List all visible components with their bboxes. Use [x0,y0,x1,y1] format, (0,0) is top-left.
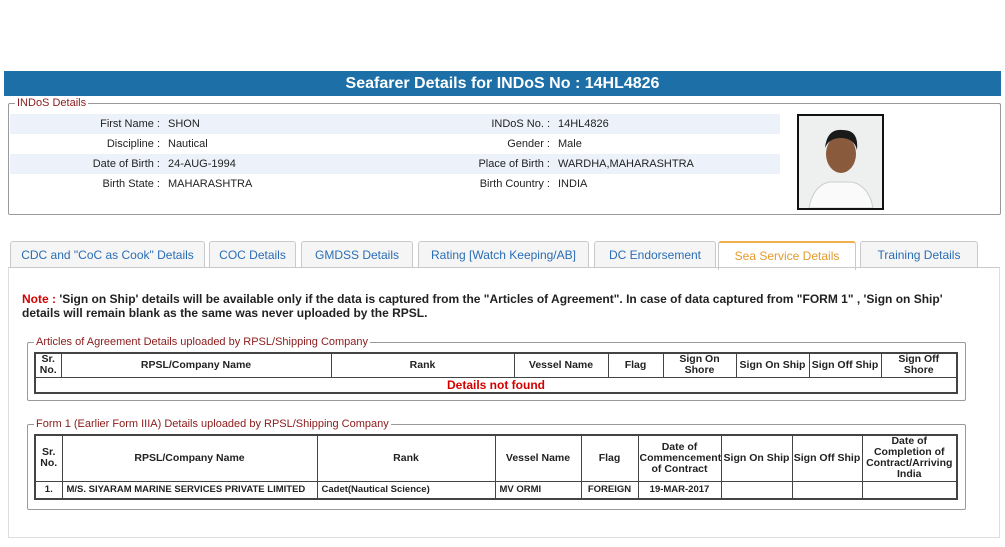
column-header: Sign On Shore [662,352,737,378]
info-row: Discipline : Nautical Gender : Male [10,134,780,154]
tab[interactable]: DC Endorsement [594,241,716,268]
info-row: Birth State : MAHARASHTRA Birth Country : I… [10,174,780,194]
field-value: MAHARASHTRA [168,178,253,190]
photo-placeholder [799,116,882,208]
column-header: Sign Off Ship [808,352,882,378]
articles-fieldset: Articles of Agreement Details uploaded b… [27,335,966,401]
tab[interactable]: COC Details [209,241,296,268]
articles-table: Sr. No. RPSL/Company Name Rank Vessel Name F… [34,352,958,394]
column-header: Date of Completion of Contract/Arriving … [861,434,958,482]
tab[interactable]: Sea Service Details [718,241,856,270]
field-value: Nautical [168,138,208,150]
form1-fieldset: Form 1 (Earlier Form IIIA) Details uploa… [27,417,966,510]
field-label: INDoS No. : [491,118,550,130]
field-value: INDIA [558,178,588,190]
column-header: Sign Off Shore [880,352,958,378]
tab[interactable]: GMDSS Details [301,241,413,268]
info-row: First Name : SHON INDoS No. : 14HL4826 [10,114,780,134]
legend: Articles of Agreement Details uploaded b… [34,335,371,349]
cell [861,480,958,500]
field-value: SHON [168,118,200,130]
field-value: 14HL4826 [558,118,609,130]
data-row: 1. M/S. SIYARAM MARINE SERVICES PRIVATE L… [34,480,958,500]
form1-table: Sr. No. RPSL/Company Name Rank Vessel Name F… [34,434,958,500]
indos-fieldset: INDoS Details [8,96,1001,215]
header-row: Sr. No. RPSL/Company Name Rank Vessel Name F… [34,352,958,378]
column-header: Date of Commencement of Contract [637,434,722,482]
note: Note : 'Sign on Ship' details will be av… [22,292,972,320]
column-header: Sr. No. [34,352,62,378]
field-label: Place of Birth : [478,158,550,170]
field-label: Birth Country : [479,178,550,190]
header-row: Sr. No. RPSL/Company Name Rank Vessel Name F… [34,434,958,482]
field-value: 24-AUG-1994 [168,158,236,170]
photo [797,114,884,210]
tab[interactable]: Rating [Watch Keeping/AB] [418,241,589,268]
empty-row: Details not found [34,376,958,393]
column-header: RPSL/Company Name [61,434,318,482]
cell: FOREIGN [580,480,639,500]
cell: 1. [34,480,63,500]
column-header: Sr. No. [34,434,63,482]
cell: Cadet(Nautical Science) [316,480,496,500]
tab[interactable]: CDC and "CoC as Cook" Details [10,241,205,268]
cell [791,480,863,500]
column-header: RPSL/Company Name [60,352,332,378]
field-label: First Name : [100,118,160,130]
field-value: WARDHA,MAHARASHTRA [558,158,694,170]
column-header: Flag [607,352,664,378]
column-header: Rank [316,434,496,482]
empty-message: Details not found [34,376,958,393]
tab[interactable]: Training Details [860,241,978,268]
page-title: Seafarer Details for INDoS No : 14HL4826 [4,71,1001,96]
info-row: Date of Birth : 24-AUG-1994 Place of Birth… [10,154,780,174]
legend: Form 1 (Earlier Form IIIA) Details uploa… [34,417,391,431]
field-label: Discipline : [106,138,160,150]
field-label: Birth State : [102,178,160,190]
note-text: 'Sign on Ship' details will be available… [22,292,943,320]
column-header: Sign On Ship [720,434,793,482]
cell: MV ORMI [494,480,582,500]
column-header: Vessel Name [494,434,582,482]
cell: M/S. SIYARAM MARINE SERVICES PRIVATE LIM… [61,480,318,500]
cell: 19-MAR-2017 [637,480,722,500]
column-header: Rank [330,352,515,378]
column-header: Sign Off Ship [791,434,863,482]
column-header: Sign On Ship [735,352,810,378]
field-label: Gender : [507,138,550,150]
note-label: Note : [22,292,56,306]
legend: INDoS Details [15,96,89,110]
cell [720,480,793,500]
column-header: Vessel Name [513,352,609,378]
tab-panel [8,267,1000,538]
field-label: Date of Birth : [92,158,160,170]
field-value: Male [558,138,582,150]
column-header: Flag [580,434,639,482]
